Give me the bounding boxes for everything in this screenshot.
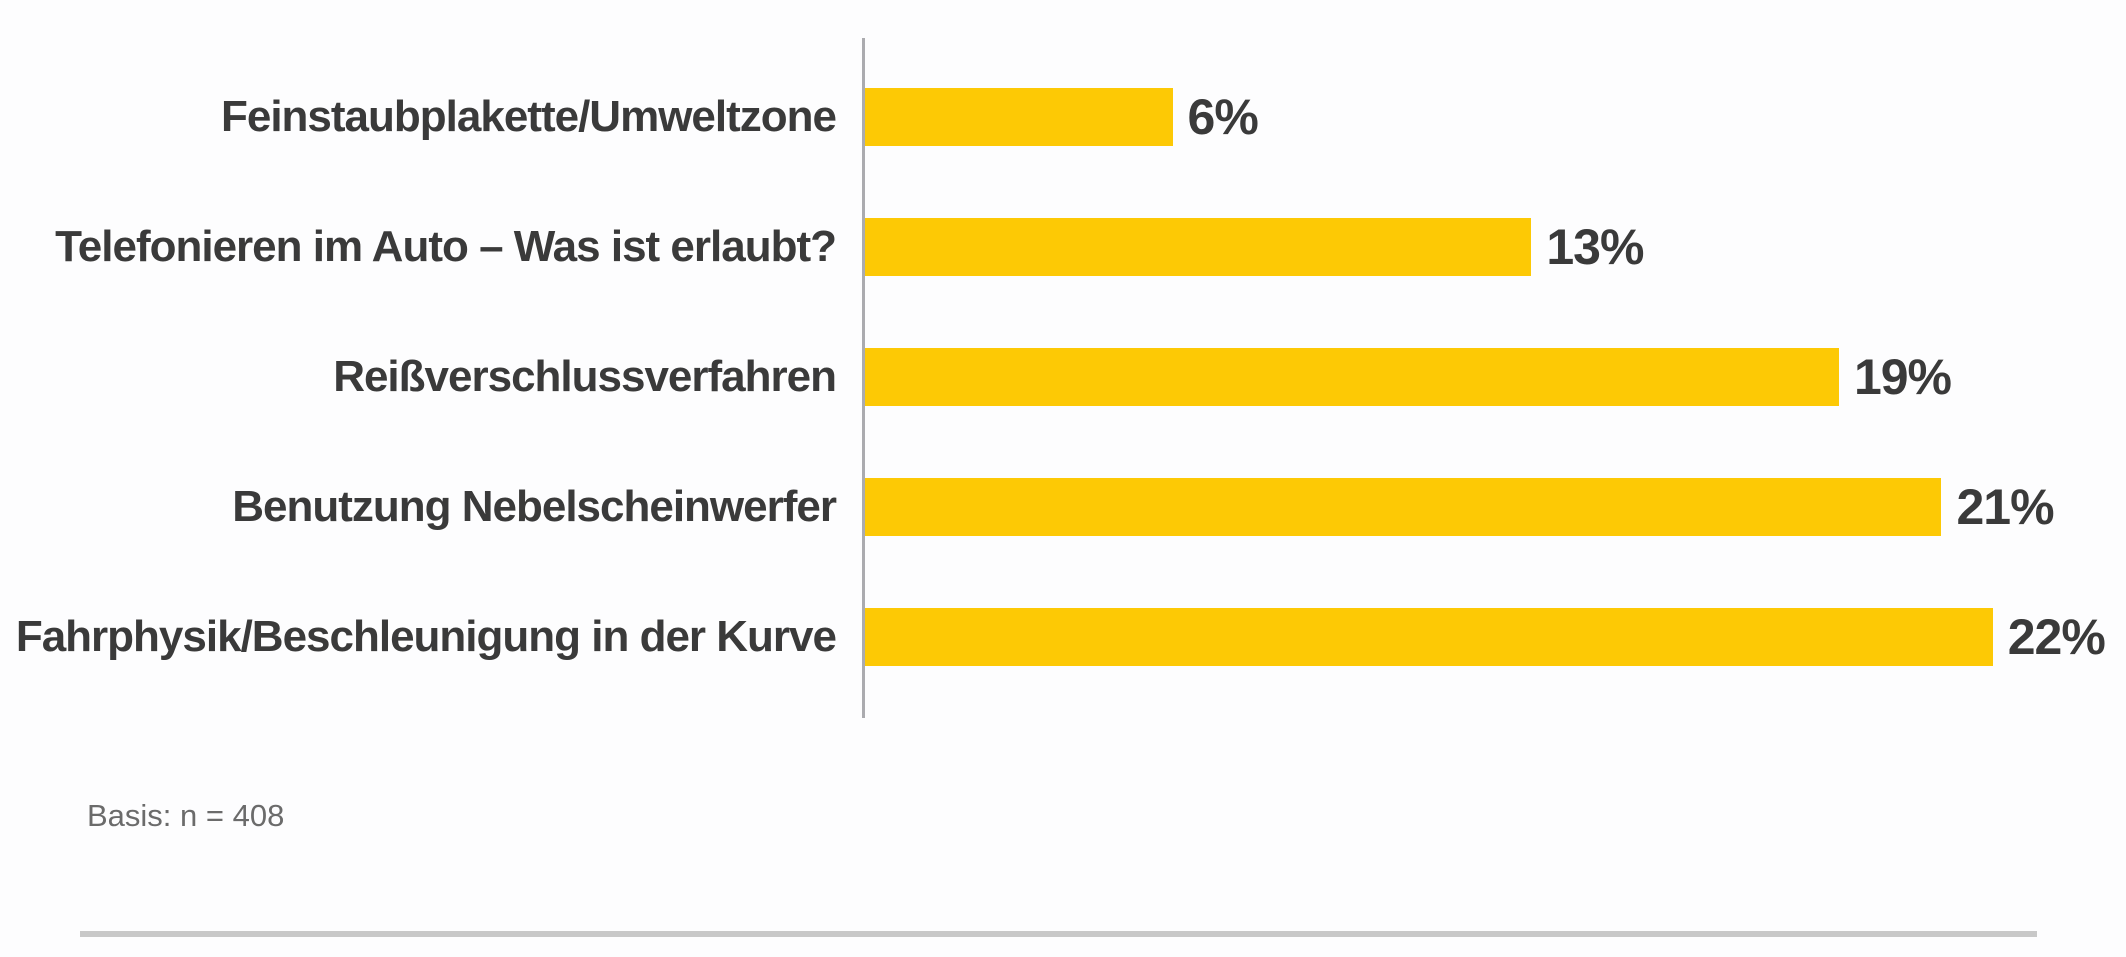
category-label: Benutzung Nebelscheinwerfer: [232, 482, 837, 531]
bar-area: 21%: [865, 478, 2126, 536]
category-label: Feinstaubplakette/Umweltzone: [220, 92, 837, 141]
value-label: 22%: [2007, 609, 2106, 665]
chart-row: Telefonieren im Auto – Was ist erlaubt? …: [0, 182, 2126, 312]
bar-area: 22%: [865, 608, 2126, 666]
bar-area: 19%: [865, 348, 2126, 406]
category-label: Telefonieren im Auto – Was ist erlaubt?: [55, 222, 837, 271]
value-label: 19%: [1853, 349, 1952, 405]
bar-area: 6%: [865, 88, 2126, 146]
bar: [865, 478, 1942, 536]
chart-row: Benutzung Nebelscheinwerfer 21%: [0, 442, 2126, 572]
bar: [865, 608, 1993, 666]
chart-row: Reißverschlussverfahren 19%: [0, 312, 2126, 442]
value-label: 13%: [1546, 219, 1644, 275]
bar: [865, 88, 1173, 146]
chart-rows: Feinstaubplakette/Umweltzone 6% Telefoni…: [0, 52, 2126, 702]
bar: [865, 348, 1839, 406]
chart-row: Fahrphysik/Beschleunigung in der Kurve 2…: [0, 572, 2126, 702]
bar: [865, 218, 1532, 276]
footer-divider: [80, 931, 2037, 937]
y-axis-line: [862, 38, 865, 718]
chart-row: Feinstaubplakette/Umweltzone 6%: [0, 52, 2126, 182]
basis-note: Basis: n = 408: [87, 798, 285, 833]
category-label: Fahrphysik/Beschleunigung in der Kurve: [15, 612, 837, 661]
category-label: Reißverschlussverfahren: [333, 352, 837, 401]
value-label: 21%: [1956, 479, 2054, 535]
value-label: 6%: [1187, 89, 1259, 145]
bar-area: 13%: [865, 218, 2126, 276]
